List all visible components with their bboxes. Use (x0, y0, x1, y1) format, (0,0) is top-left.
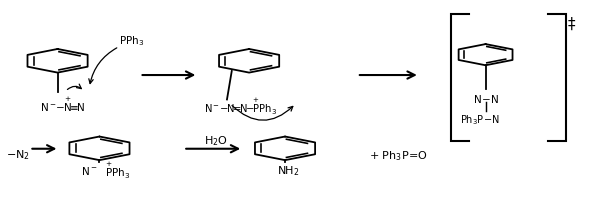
Text: $\mathrm{PPh}_3$: $\mathrm{PPh}_3$ (119, 34, 144, 48)
Text: $\overset{+}{\mathrm{P}}\mathrm{Ph}_3$: $\overset{+}{\mathrm{P}}\mathrm{Ph}_3$ (106, 160, 131, 181)
Text: $\mathrm{N}^-\!\!-\!\!\overset{+}{\mathrm{N}}\!\!\equiv\!\!\mathrm{N}$: $\mathrm{N}^-\!\!-\!\!\overset{+}{\mathr… (40, 95, 85, 113)
Text: $-\mathrm{N}_2$: $-\mathrm{N}_2$ (5, 148, 29, 162)
Text: $\mathrm{NH}_2$: $\mathrm{NH}_2$ (277, 163, 299, 177)
Text: $+\ \mathrm{Ph}_3\mathrm{P}\!=\!\mathrm{O}$: $+\ \mathrm{Ph}_3\mathrm{P}\!=\!\mathrm{… (370, 149, 428, 163)
Text: $\mathrm{Ph}_3\mathrm{P}\!-\!\mathrm{N}$: $\mathrm{Ph}_3\mathrm{P}\!-\!\mathrm{N}$ (460, 112, 500, 126)
Text: $\mathrm{N}\!-\!\mathrm{N}$: $\mathrm{N}\!-\!\mathrm{N}$ (473, 92, 499, 104)
Text: $\mathrm{N}^-\!\!-\!\!\mathrm{N}\!\!=\!\!\mathrm{N}\!\!-\!\!\overset{+}{\mathrm{: $\mathrm{N}^-\!\!-\!\!\mathrm{N}\!\!=\!\… (204, 96, 277, 116)
Text: $\mathrm{H}_2\mathrm{O}$: $\mathrm{H}_2\mathrm{O}$ (204, 134, 228, 147)
Text: $\ddagger$: $\ddagger$ (566, 16, 576, 32)
Text: $\mathrm{N}^-$: $\mathrm{N}^-$ (81, 164, 98, 176)
